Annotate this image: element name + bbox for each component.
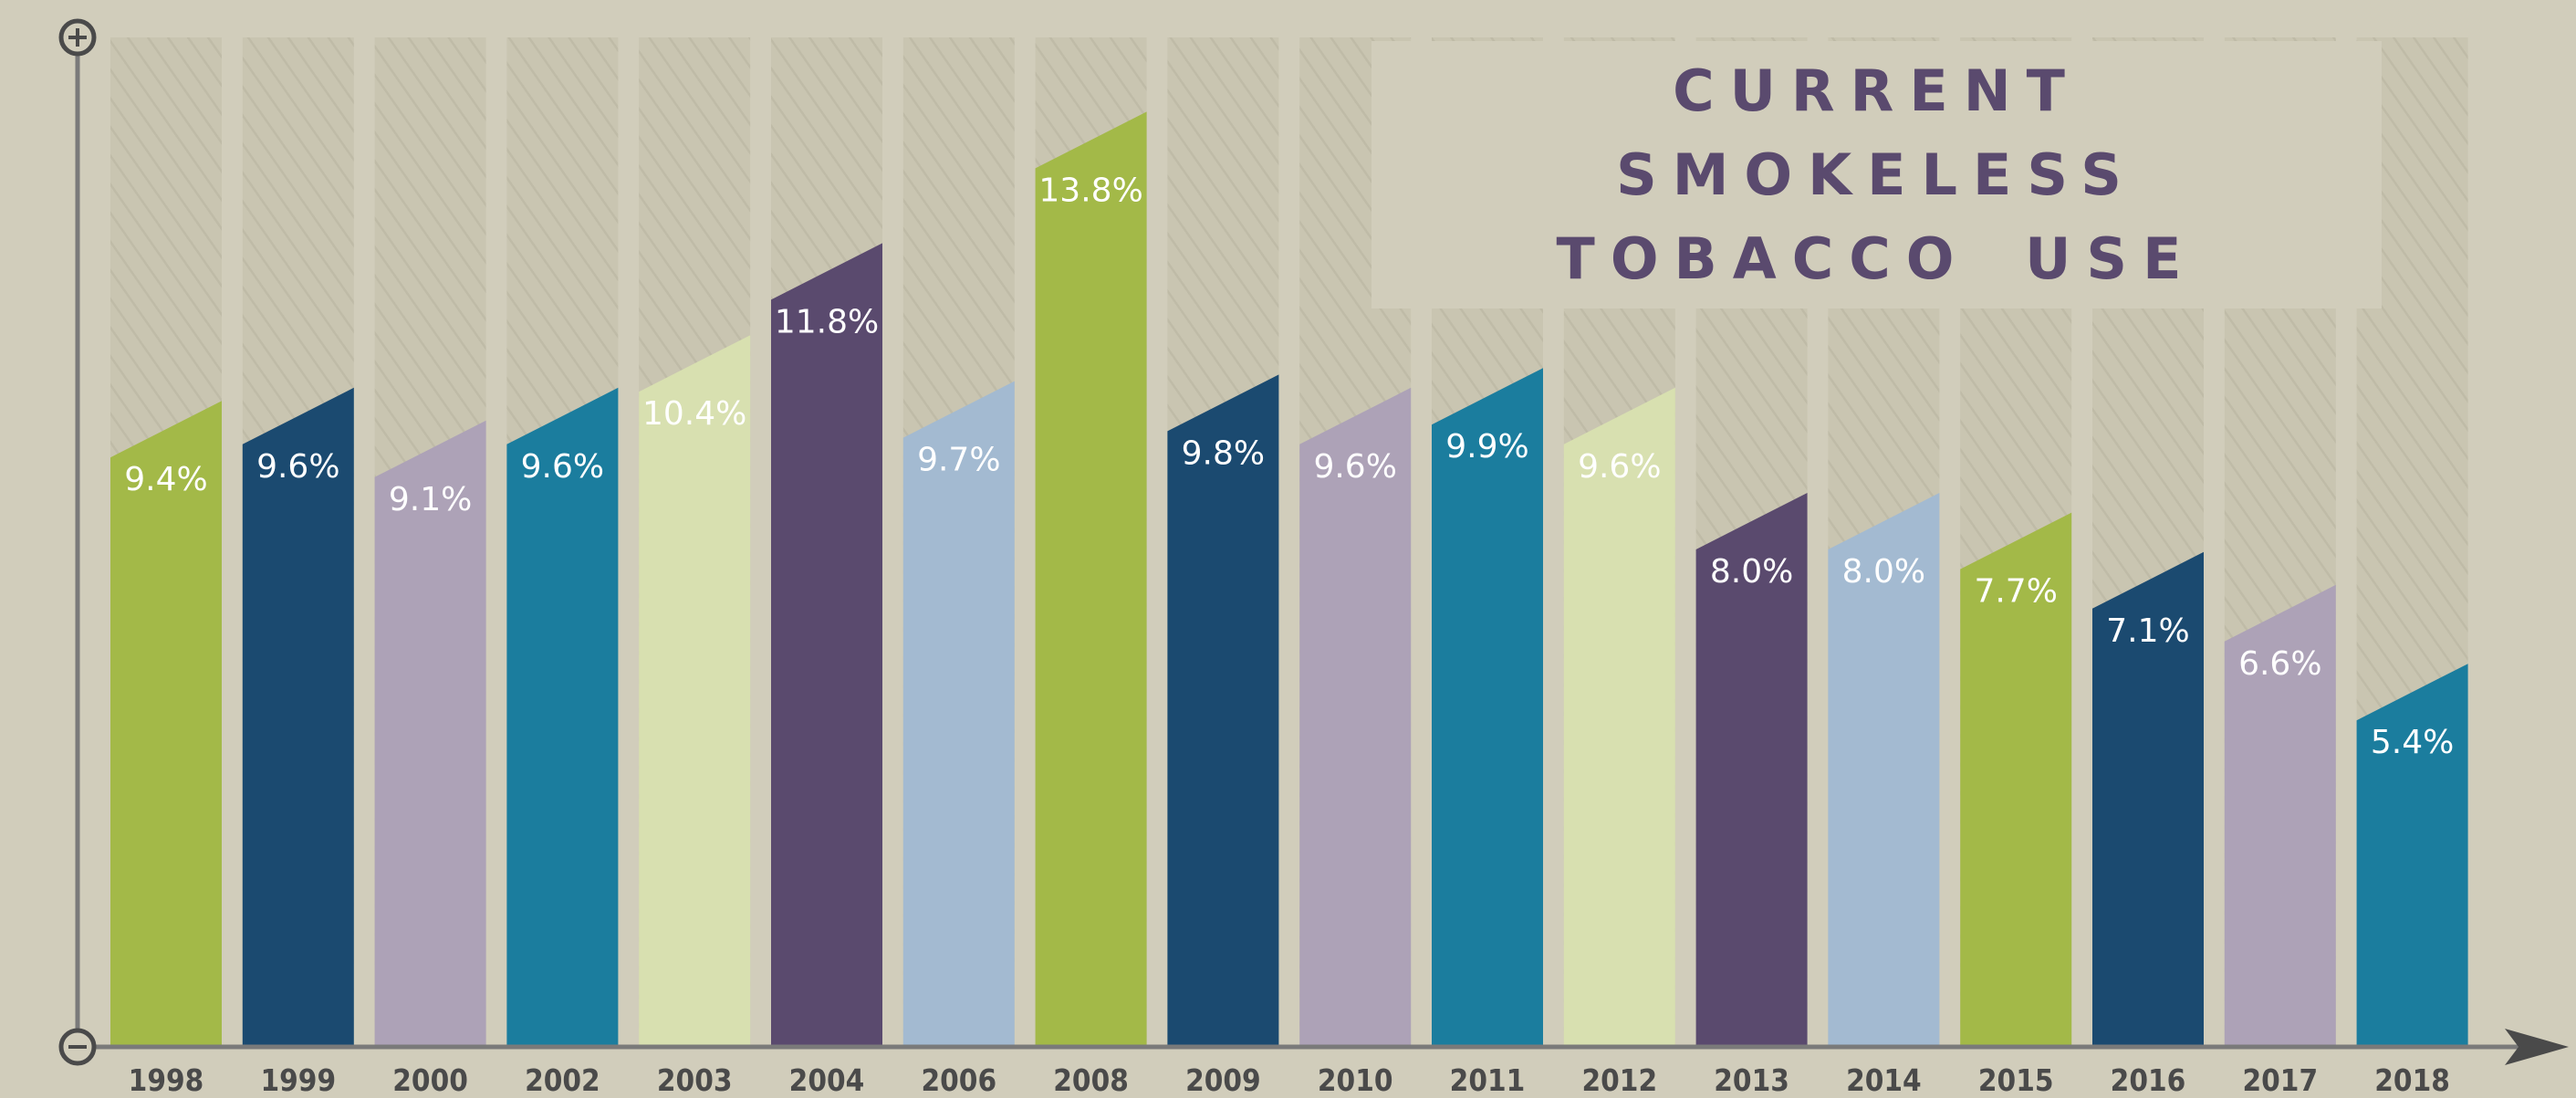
value-label: 9.9% [1445, 428, 1528, 465]
value-label: 8.0% [1842, 553, 1925, 591]
bar [1432, 368, 1543, 1047]
minus-icon [58, 1028, 97, 1066]
x-tick-label: 2002 [525, 1062, 600, 1098]
title-area: CURRENT SMOKELESS TOBACCO USE [1556, 57, 2197, 292]
x-tick-label: 2018 [2374, 1062, 2450, 1098]
bar [1828, 493, 1940, 1047]
x-tick-label: 2006 [921, 1062, 996, 1098]
value-label: 9.8% [1182, 434, 1265, 472]
x-tick-label: 2000 [392, 1062, 468, 1098]
x-tick-label: 2009 [1185, 1062, 1261, 1098]
value-label: 9.6% [521, 448, 604, 486]
x-tick-label: 2014 [1846, 1062, 1922, 1098]
bar [1563, 387, 1675, 1047]
x-tick-label: 2004 [789, 1062, 865, 1098]
value-label: 7.7% [1974, 573, 2057, 611]
x-tick-label: 2017 [2242, 1062, 2318, 1098]
x-tick-label: 2015 [1978, 1062, 2054, 1098]
x-tick-label: 2013 [1714, 1062, 1789, 1098]
value-label: 9.6% [1578, 448, 1661, 486]
x-tick-label: 2010 [1318, 1062, 1393, 1098]
value-label: 11.8% [775, 303, 879, 340]
value-label: 13.8% [1038, 172, 1142, 209]
bar [110, 401, 222, 1047]
bar [639, 335, 751, 1047]
value-label: 8.0% [1710, 553, 1793, 591]
x-tick-label: 2016 [2111, 1062, 2186, 1098]
value-label: 10.4% [642, 395, 746, 433]
x-tick-label: 1998 [129, 1062, 204, 1098]
x-tick-label: 2012 [1581, 1062, 1657, 1098]
bar [771, 243, 882, 1047]
bar [2092, 551, 2204, 1047]
bar [1167, 374, 1279, 1047]
x-tick-label: 1999 [260, 1062, 336, 1098]
value-label: 5.4% [2371, 724, 2454, 761]
bar [1960, 512, 2072, 1047]
bar [242, 387, 354, 1047]
plus-icon [58, 18, 97, 57]
value-label: 7.1% [2106, 612, 2189, 650]
bar [2356, 664, 2468, 1047]
value-label: 9.7% [917, 442, 1000, 479]
value-label: 9.1% [389, 481, 472, 518]
axis-arrow [2505, 1029, 2569, 1065]
x-tick-label: 2011 [1450, 1062, 1526, 1098]
value-label: 9.6% [256, 448, 339, 486]
bar [1695, 493, 1808, 1047]
x-tick-label: 2008 [1053, 1062, 1129, 1098]
chart-title: CURRENT SMOKELESS TOBACCO USE [1556, 57, 2197, 292]
value-label: 9.6% [1313, 448, 1396, 486]
value-label: 6.6% [2238, 645, 2321, 683]
bar [374, 420, 486, 1047]
x-tick-label: 2003 [657, 1062, 733, 1098]
title-box [1371, 41, 2382, 308]
bar [1299, 387, 1412, 1047]
value-label: 9.4% [124, 461, 207, 498]
bar [1035, 111, 1147, 1047]
bar [902, 381, 1015, 1048]
bar [506, 387, 619, 1047]
bar [2224, 584, 2336, 1047]
